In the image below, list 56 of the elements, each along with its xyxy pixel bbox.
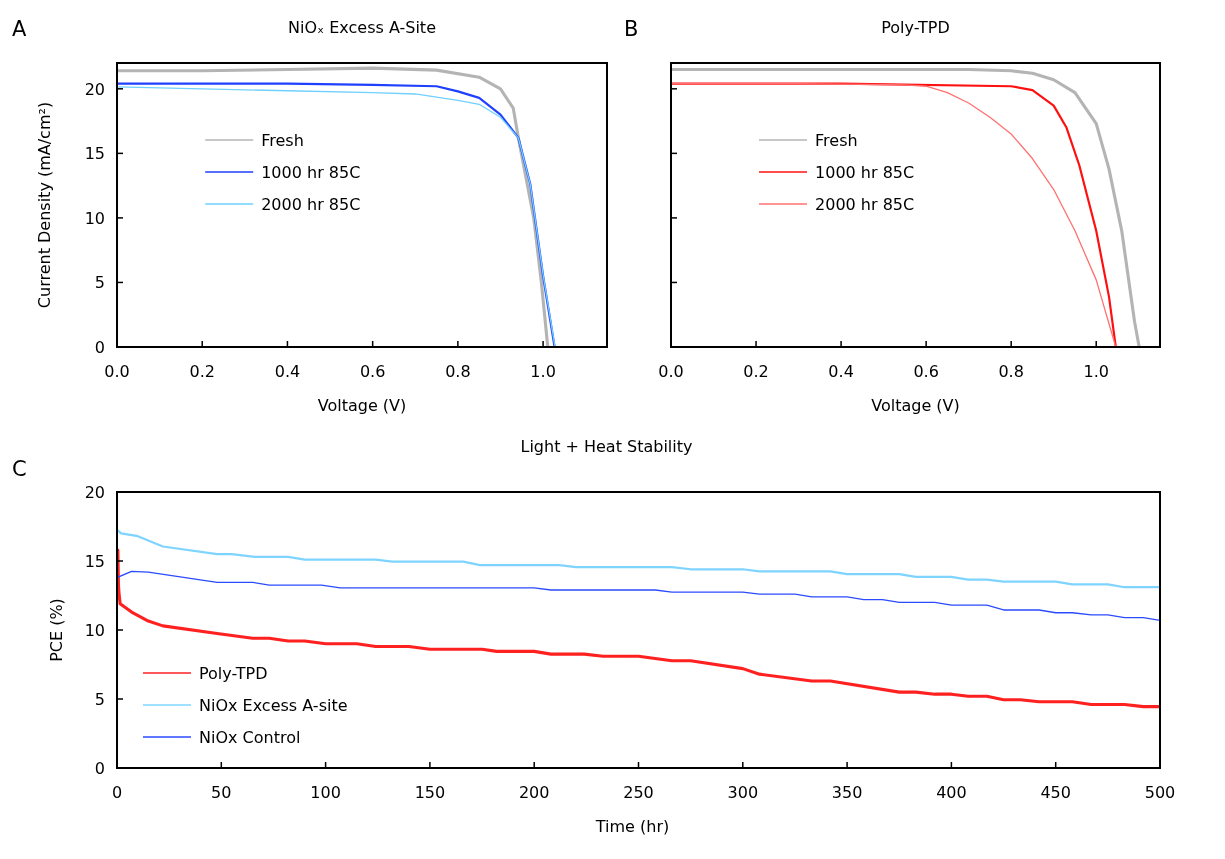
x-tick-label: 450 [1040, 783, 1071, 802]
text: C [12, 457, 27, 481]
y-axis-title: Current Density (mA/cm²) [35, 101, 54, 309]
y-tick-label: 20 [84, 483, 105, 502]
legend-label: 1000 hr 85C [261, 163, 361, 182]
x-tick-label: 500 [1144, 783, 1176, 802]
x-tick-label: 0.6 [359, 362, 386, 381]
legend-label: NiOx Excess A-site [199, 696, 348, 715]
line-series [117, 529, 1160, 589]
x-tick-label: 200 [518, 783, 550, 802]
y-axis-title: PCE (%) [47, 598, 66, 662]
x-tick-label: 0.2 [743, 362, 769, 381]
legend-label: 2000 hr 85C [261, 195, 361, 214]
x-tick-label: 0 [111, 783, 123, 802]
x-axis-title: Voltage (V) [871, 396, 960, 415]
y-tick-label: 5 [94, 690, 105, 709]
x-tick-label: 350 [831, 783, 863, 802]
x-tick-label: 250 [623, 783, 654, 802]
legend-label: 2000 hr 85C [815, 195, 915, 214]
legend-label: NiOx Control [199, 728, 301, 747]
x-tick-label: 50 [211, 783, 232, 802]
x-tick-label: 400 [936, 783, 967, 802]
x-tick-label: 300 [727, 783, 759, 802]
x-tick-label: 100 [310, 783, 341, 802]
x-tick-label: 0.0 [658, 362, 684, 381]
chart-title: Light + Heat Stability [520, 437, 693, 456]
x-axis-title: Time (hr) [594, 817, 670, 836]
x-tick-label: 0.4 [828, 362, 854, 381]
y-tick-label: 10 [84, 208, 105, 228]
x-axis-title: Voltage (V) [317, 396, 407, 415]
y-tick-label: 10 [84, 621, 105, 640]
x-tick-label: 1.0 [530, 362, 556, 381]
x-tick-label: 0.8 [445, 362, 471, 381]
y-tick-label: 0 [94, 338, 105, 357]
legend-label: Fresh [261, 131, 304, 150]
x-tick-label: 0.4 [274, 362, 301, 381]
x-tick-label: 0.2 [189, 362, 215, 381]
chart-title: Poly-TPD [881, 18, 950, 37]
x-tick-label: 0.6 [913, 362, 939, 381]
text: B [624, 17, 639, 41]
text: A [12, 17, 27, 41]
y-tick-label: 0 [94, 759, 105, 778]
chart-title: NiOₓ Excess A-Site [288, 18, 436, 37]
y-tick-label: 15 [84, 552, 105, 571]
x-tick-label: 0.8 [998, 362, 1024, 381]
y-tick-label: 15 [84, 144, 105, 164]
legend-label: 1000 hr 85C [815, 163, 915, 182]
legend-label: Poly-TPD [199, 664, 268, 683]
y-tick-label: 20 [84, 79, 105, 99]
line-series [117, 570, 1160, 621]
y-tick-label: 5 [94, 273, 105, 293]
line-series [117, 548, 1160, 709]
x-tick-label: 0.0 [104, 362, 130, 381]
legend-label: Fresh [815, 131, 858, 150]
x-tick-label: 1.0 [1083, 362, 1109, 381]
x-tick-label: 150 [414, 783, 446, 802]
